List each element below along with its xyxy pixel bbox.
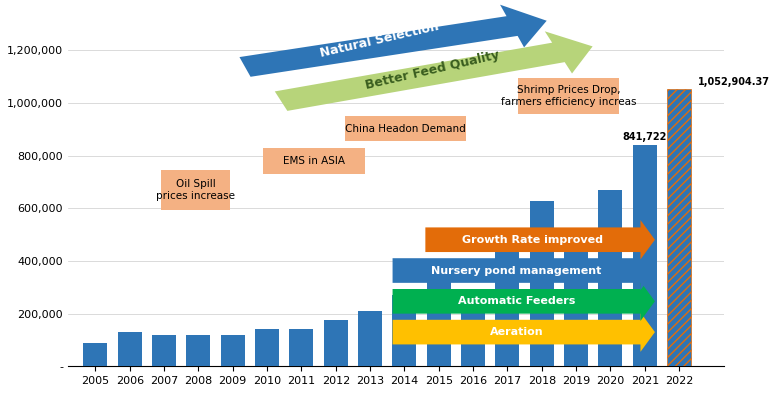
Bar [598,190,622,366]
Text: Natural Selection: Natural Selection [319,20,440,60]
Bar [564,230,588,366]
Text: Nursery pond management: Nursery pond management [432,266,601,275]
Bar [83,343,108,366]
FancyBboxPatch shape [161,171,231,210]
Text: Growth Rate improved: Growth Rate improved [463,235,604,245]
Text: China Headon Demand: China Headon Demand [345,123,466,134]
FancyBboxPatch shape [345,116,467,141]
Bar [324,320,347,366]
Bar [667,89,691,366]
Text: Shrimp Prices Drop,
farmers efficiency increas: Shrimp Prices Drop, farmers efficiency i… [501,85,636,107]
Bar [152,335,176,366]
FancyBboxPatch shape [517,78,619,114]
Bar [495,232,520,366]
Text: Automatic Feeders: Automatic Feeders [458,296,575,306]
Polygon shape [239,5,547,77]
Text: EMS in ASIA: EMS in ASIA [283,156,345,166]
Bar [427,274,451,366]
Bar [461,309,485,366]
FancyBboxPatch shape [263,148,365,174]
Bar [186,335,210,366]
Bar [530,200,554,366]
Bar [393,295,417,366]
Bar [118,332,142,366]
Bar [290,329,313,366]
Text: Oil Spill
prices increase: Oil Spill prices increase [157,179,235,201]
Polygon shape [275,31,593,111]
Bar [358,311,382,366]
Polygon shape [425,220,655,259]
Polygon shape [393,251,655,290]
Bar [220,335,245,366]
Text: Aeration: Aeration [490,327,543,337]
Polygon shape [393,312,655,352]
Text: 841,722: 841,722 [622,132,667,141]
Text: Better Feed Quality: Better Feed Quality [364,49,500,92]
Polygon shape [393,282,655,321]
Text: 1,052,904.37: 1,052,904.37 [698,77,770,87]
Bar [633,145,657,366]
Bar [255,329,279,366]
